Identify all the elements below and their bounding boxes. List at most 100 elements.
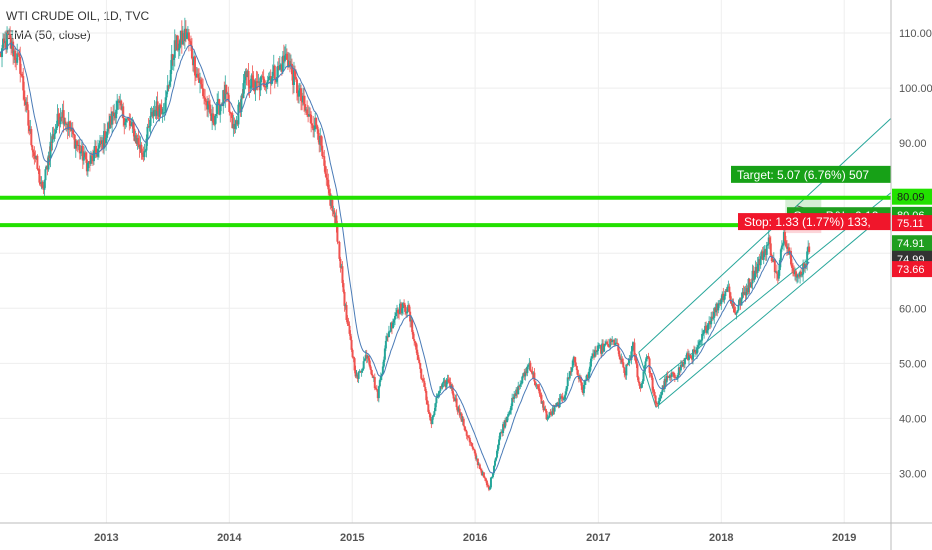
candle-body bbox=[473, 449, 476, 454]
candle-body bbox=[27, 110, 30, 126]
candle-body bbox=[218, 99, 221, 115]
candle-body bbox=[195, 73, 198, 78]
candle-body bbox=[613, 340, 616, 345]
candle-body bbox=[189, 41, 192, 46]
candle-body bbox=[292, 69, 295, 85]
candle-body bbox=[760, 251, 763, 257]
candle-body bbox=[279, 64, 282, 66]
candle-body bbox=[567, 377, 570, 379]
candle-body bbox=[538, 388, 541, 394]
candle-body bbox=[480, 470, 483, 476]
candle-body bbox=[44, 169, 47, 181]
candle-body bbox=[168, 81, 171, 86]
candle-body bbox=[108, 122, 111, 129]
candle-body bbox=[566, 377, 569, 387]
candle-body bbox=[297, 93, 300, 97]
candle-body bbox=[781, 243, 784, 246]
candle-body bbox=[315, 117, 318, 126]
candle-body bbox=[723, 295, 726, 301]
candle-body bbox=[451, 385, 454, 394]
chart-grid bbox=[0, 0, 891, 523]
candle-body bbox=[585, 374, 588, 380]
trend-channel[interactable] bbox=[638, 117, 892, 408]
candle-body bbox=[227, 93, 230, 102]
candle-body bbox=[426, 400, 429, 405]
candle-body bbox=[489, 477, 492, 488]
candle-body bbox=[289, 63, 292, 66]
candle-body bbox=[188, 40, 191, 42]
candle-body bbox=[683, 358, 686, 365]
price-badge-bg bbox=[892, 215, 932, 232]
candle-body bbox=[268, 76, 271, 78]
candle-body bbox=[367, 356, 370, 361]
candle-body bbox=[743, 292, 746, 295]
candle-body bbox=[173, 40, 176, 58]
candle-body bbox=[348, 325, 351, 334]
candle-body bbox=[533, 372, 536, 382]
candle-body bbox=[562, 399, 565, 401]
candle-body bbox=[238, 103, 241, 105]
candle-body bbox=[573, 356, 576, 363]
candle-body bbox=[170, 54, 173, 70]
candle-body bbox=[687, 355, 690, 360]
candle-body bbox=[277, 65, 280, 70]
candle-body bbox=[52, 134, 55, 139]
candle-body bbox=[294, 76, 297, 80]
candle-body bbox=[541, 401, 544, 404]
candle-body bbox=[645, 357, 648, 362]
candle-body bbox=[343, 291, 346, 306]
candle-body bbox=[385, 336, 388, 341]
candle-body bbox=[266, 80, 269, 83]
candle-body bbox=[601, 343, 604, 354]
candle-body bbox=[353, 358, 356, 371]
candle-body bbox=[273, 65, 276, 80]
candle-body bbox=[47, 155, 50, 170]
candle-body bbox=[379, 376, 382, 381]
candle-body bbox=[152, 110, 155, 117]
candle-body bbox=[156, 101, 159, 111]
candle-body bbox=[752, 270, 755, 280]
candle-body bbox=[642, 371, 645, 382]
candle-body bbox=[356, 374, 359, 379]
candle-body bbox=[380, 373, 383, 377]
candle-body bbox=[276, 65, 279, 78]
candle-body bbox=[342, 283, 345, 292]
candle-body bbox=[455, 398, 458, 408]
candle-body bbox=[358, 371, 361, 373]
candle-body bbox=[552, 408, 555, 412]
candle-body bbox=[201, 84, 204, 89]
candle-body bbox=[193, 56, 196, 76]
candle-body bbox=[403, 303, 406, 305]
candle-body bbox=[680, 364, 683, 367]
candle-body bbox=[226, 93, 229, 95]
candle-body bbox=[733, 307, 736, 313]
candle-body bbox=[140, 144, 143, 153]
candle-body bbox=[408, 305, 411, 312]
candle-body bbox=[352, 357, 355, 359]
candle-body bbox=[281, 55, 284, 72]
candle-body bbox=[247, 71, 250, 86]
candle-body bbox=[703, 330, 706, 334]
x-tick-label: 2018 bbox=[709, 532, 733, 544]
candle-body bbox=[317, 129, 320, 140]
candle-body bbox=[412, 331, 415, 340]
candle-body bbox=[655, 403, 658, 405]
candle-body bbox=[509, 410, 512, 414]
candle-body bbox=[729, 292, 732, 301]
candle-body bbox=[212, 113, 215, 123]
candle-body bbox=[314, 117, 317, 130]
candle-body bbox=[306, 109, 309, 116]
candle-body bbox=[298, 90, 301, 97]
candle-body bbox=[134, 135, 137, 141]
candle-body bbox=[125, 118, 128, 123]
candle-body bbox=[5, 41, 8, 50]
candle-body bbox=[264, 86, 267, 88]
candle-body bbox=[178, 40, 181, 49]
candle-body bbox=[217, 99, 220, 103]
price-badge-bg bbox=[892, 188, 932, 205]
candle-body bbox=[401, 308, 404, 314]
candle-body bbox=[513, 394, 516, 399]
candle-body bbox=[84, 152, 87, 160]
candle-body bbox=[199, 79, 202, 83]
